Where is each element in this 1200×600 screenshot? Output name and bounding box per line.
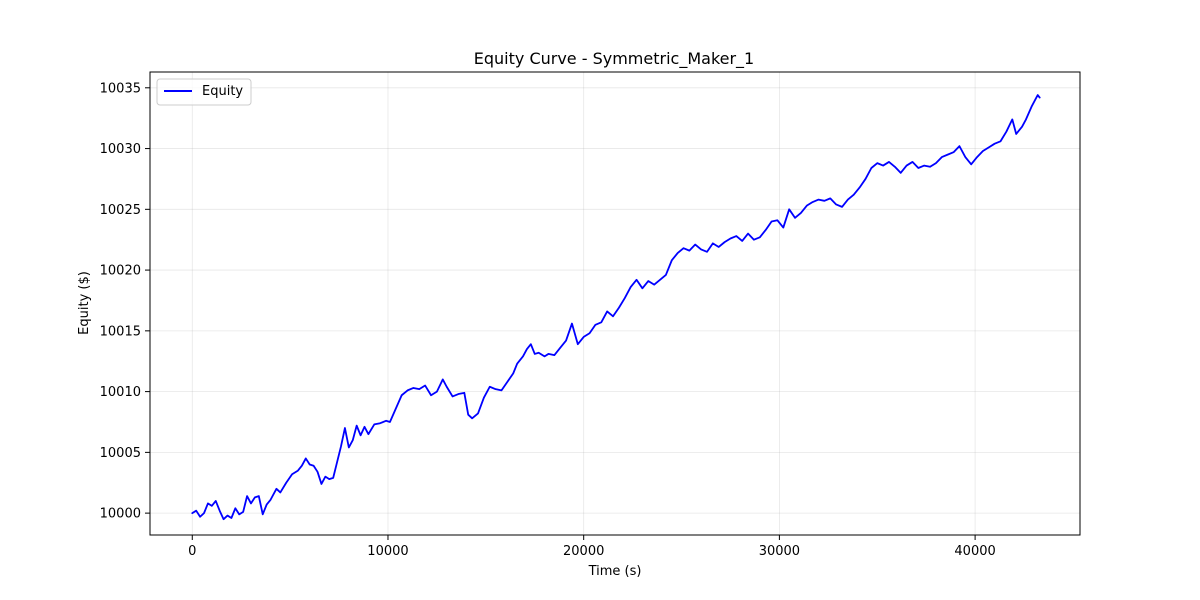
x-tick-label: 30000 — [759, 544, 800, 559]
y-tick-label: 10020 — [100, 264, 141, 279]
y-tick-label: 10015 — [100, 324, 141, 339]
y-tick-label: 10025 — [100, 203, 141, 218]
grid — [150, 72, 1080, 535]
x-tick-label: 0 — [188, 544, 196, 559]
plot-frame — [149, 71, 1081, 536]
x-tick-label: 20000 — [563, 544, 604, 559]
series-layer — [191, 94, 1041, 521]
legend-box — [156, 78, 252, 106]
x-axis-label: Time (s) — [588, 564, 642, 579]
y-tick-label: 10005 — [100, 446, 141, 461]
y-tick-label: 10035 — [100, 81, 141, 96]
x-tick-label: 40000 — [954, 544, 995, 559]
y-tick-label: 10030 — [100, 142, 141, 157]
y-tick-label: 10000 — [100, 507, 141, 522]
y-axis-ticks: 10000 10005 10010 10015 10020 10025 10030 10035 — [100, 81, 150, 522]
y-axis-label: Equity ($) — [77, 271, 92, 335]
legend-label-equity: Equity — [202, 84, 243, 99]
x-tick-label: 10000 — [367, 544, 408, 559]
chart-title: Equity Curve - Symmetric_Maker_1 — [474, 49, 754, 69]
x-axis-ticks: 0 10000 20000 30000 40000 — [188, 535, 996, 559]
y-tick-label: 10010 — [100, 385, 141, 400]
legend: Equity — [156, 78, 252, 106]
series-line-equity — [191, 94, 1041, 521]
